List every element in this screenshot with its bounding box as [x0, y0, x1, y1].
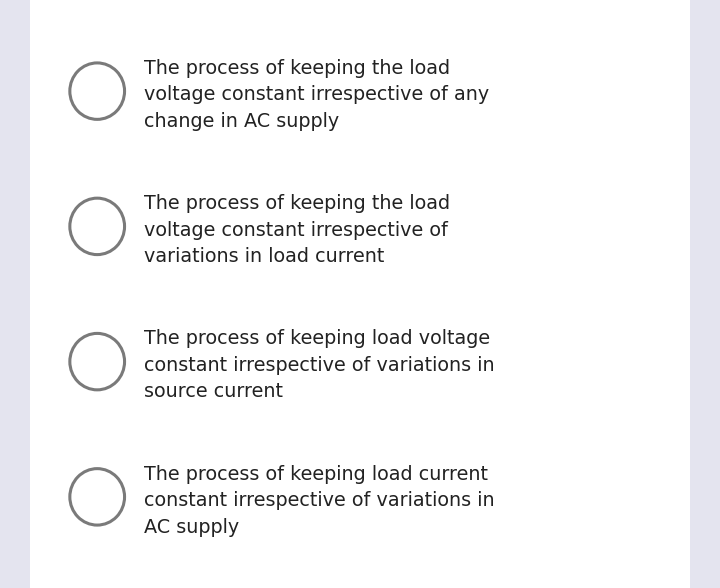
Text: The process of keeping load voltage
constant irrespective of variations in
sourc: The process of keeping load voltage cons…: [144, 329, 495, 401]
Ellipse shape: [70, 333, 125, 390]
Text: The process of keeping the load
voltage constant irrespective of any
change in A: The process of keeping the load voltage …: [144, 59, 490, 131]
Text: The process of keeping load current
constant irrespective of variations in
AC su: The process of keeping load current cons…: [144, 465, 495, 536]
Text: The process of keeping the load
voltage constant irrespective of
variations in l: The process of keeping the load voltage …: [144, 194, 450, 266]
Ellipse shape: [70, 63, 125, 119]
Ellipse shape: [70, 469, 125, 525]
Ellipse shape: [70, 198, 125, 255]
